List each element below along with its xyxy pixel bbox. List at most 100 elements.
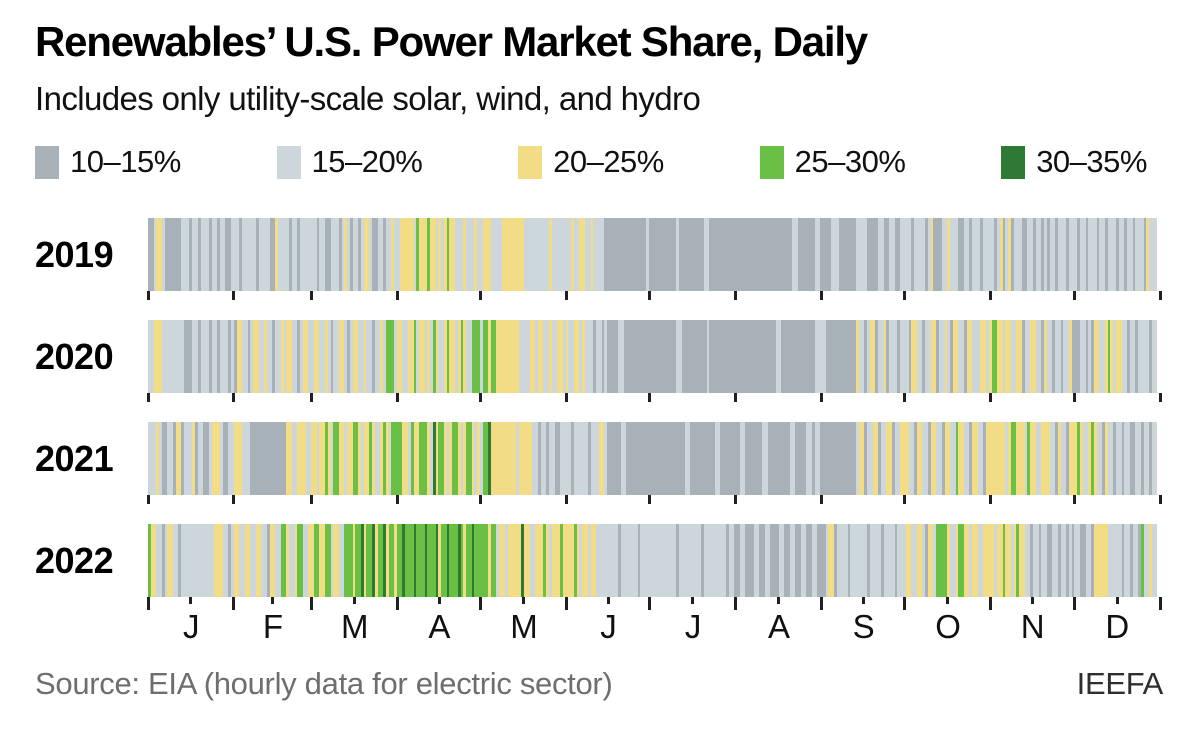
day-cell: [999, 320, 1003, 393]
day-cell: [690, 422, 693, 495]
day-cell: [421, 218, 425, 291]
day-cell: [289, 218, 292, 291]
day-cell: [623, 218, 627, 291]
day-cell: [286, 422, 290, 495]
day-cell: [927, 320, 931, 393]
day-cell: [330, 320, 334, 393]
day-cell: [640, 218, 644, 291]
day-cell: [1021, 218, 1025, 291]
day-cell: [208, 422, 212, 495]
day-cell: [850, 422, 854, 495]
day-cell: [590, 422, 594, 495]
ieefa-credit: IEEFA: [1076, 666, 1164, 701]
day-cell: [908, 218, 912, 291]
day-cell: [275, 320, 278, 393]
month-label-11: N: [1020, 608, 1045, 645]
day-cell: [593, 422, 597, 495]
day-cell: [289, 422, 292, 495]
day-cell: [966, 524, 970, 597]
day-cell: [1041, 320, 1045, 393]
day-cell: [206, 524, 209, 597]
day-cell: [468, 320, 472, 393]
day-cell: [950, 320, 953, 393]
day-cell: [731, 320, 735, 393]
day-cell: [991, 524, 995, 597]
day-cell: [748, 524, 751, 597]
day-cell: [239, 524, 243, 597]
day-cell: [1096, 422, 1100, 495]
day-cell: [430, 524, 433, 597]
day-cell: [590, 320, 594, 393]
day-cell: [905, 422, 909, 495]
day-cell: [217, 524, 220, 597]
year-label-2019: 2019: [35, 234, 114, 275]
day-cell: [349, 320, 353, 393]
day-cell: [861, 422, 865, 495]
day-cell: [679, 218, 682, 291]
day-cell: [792, 422, 796, 495]
day-cell: [1024, 524, 1028, 597]
day-cell: [961, 422, 964, 495]
day-cell: [524, 320, 527, 393]
day-cell: [1060, 320, 1064, 393]
day-cell: [419, 422, 422, 495]
day-cell: [195, 218, 198, 291]
day-cell: [950, 218, 953, 291]
day-cell: [341, 218, 345, 291]
day-cell: [172, 320, 176, 393]
day-cell: [584, 320, 588, 393]
day-cell: [1035, 218, 1039, 291]
day-cell: [197, 320, 201, 393]
day-cell: [1030, 524, 1033, 597]
day-cell: [366, 524, 370, 597]
day-cell: [695, 422, 699, 495]
day-cell: [524, 218, 527, 291]
day-cell: [955, 218, 959, 291]
day-cell: [192, 218, 196, 291]
day-cell: [1124, 218, 1128, 291]
day-cell: [786, 524, 790, 597]
legend-item-30-35: 30–35%: [1001, 144, 1147, 180]
day-cell: [679, 422, 682, 495]
day-cell: [551, 422, 555, 495]
day-cell: [471, 524, 475, 597]
day-cell: [988, 218, 992, 291]
day-cell: [493, 320, 497, 393]
day-cell: [360, 320, 364, 393]
day-cell: [1140, 422, 1144, 495]
day-cell: [858, 524, 862, 597]
day-cell: [651, 524, 655, 597]
day-cell: [170, 422, 173, 495]
day-cell: [529, 422, 533, 495]
day-cell: [601, 524, 605, 597]
day-cell: [358, 320, 361, 393]
day-cell: [985, 218, 989, 291]
day-cell: [311, 218, 314, 291]
day-cell: [883, 218, 887, 291]
day-cell: [482, 320, 486, 393]
day-cell: [419, 524, 422, 597]
day-cell: [203, 422, 207, 495]
day-cell: [667, 422, 671, 495]
day-cell: [466, 422, 469, 495]
day-cell: [961, 524, 964, 597]
day-cell: [1102, 422, 1105, 495]
day-cell: [430, 218, 433, 291]
day-cell: [250, 524, 254, 597]
day-cell: [394, 320, 397, 393]
day-cell: [681, 218, 685, 291]
day-cell: [988, 422, 992, 495]
day-cell: [952, 218, 956, 291]
day-cell: [385, 422, 389, 495]
day-cell: [150, 422, 154, 495]
day-cell: [836, 524, 840, 597]
day-cell: [775, 422, 779, 495]
day-cell: [222, 422, 226, 495]
day-cell: [631, 422, 635, 495]
day-cell: [712, 422, 715, 495]
day-cell: [250, 422, 254, 495]
day-cell: [825, 524, 829, 597]
day-cell: [778, 320, 782, 393]
day-cell: [499, 524, 502, 597]
day-cell: [488, 218, 491, 291]
